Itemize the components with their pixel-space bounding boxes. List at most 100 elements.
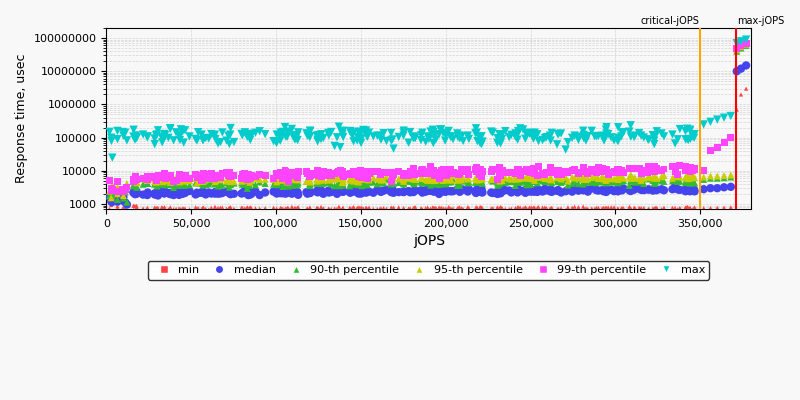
Point <box>421 186 434 192</box>
Point <box>437 180 450 186</box>
Point <box>414 137 427 143</box>
Point <box>380 138 393 144</box>
Point <box>485 189 498 196</box>
Point <box>249 174 262 180</box>
Point <box>523 204 536 211</box>
Point <box>197 182 210 188</box>
Point <box>612 176 625 183</box>
Point <box>704 175 717 182</box>
Point <box>170 189 182 196</box>
Point <box>599 177 612 184</box>
Point <box>554 189 567 196</box>
Point <box>578 176 590 182</box>
Point <box>209 178 222 185</box>
Point <box>559 207 572 213</box>
Point <box>371 132 384 139</box>
Point <box>433 191 446 197</box>
Point <box>270 131 283 138</box>
Point <box>455 178 468 184</box>
Point <box>291 189 304 196</box>
Point <box>438 137 451 144</box>
Point <box>385 188 398 194</box>
Point <box>334 176 346 182</box>
Point <box>347 181 360 188</box>
Point <box>103 129 116 135</box>
Point <box>158 131 170 137</box>
Point <box>520 166 533 172</box>
Point <box>679 174 692 181</box>
Point <box>475 205 488 211</box>
Point <box>454 189 466 195</box>
Point <box>158 190 170 196</box>
Point <box>718 140 730 146</box>
Point <box>173 206 186 212</box>
Point <box>552 131 565 137</box>
Point <box>494 190 507 196</box>
Point <box>274 134 287 141</box>
Point <box>566 180 578 186</box>
Point <box>688 179 701 186</box>
Point <box>274 172 287 179</box>
Point <box>328 205 341 212</box>
Point <box>698 174 710 180</box>
Point <box>427 170 440 176</box>
Point <box>666 163 679 169</box>
Point <box>385 137 398 144</box>
Point <box>520 179 533 185</box>
Point <box>343 204 356 211</box>
Point <box>438 180 451 186</box>
Point <box>408 188 421 194</box>
Point <box>315 172 328 178</box>
Point <box>586 174 598 180</box>
Point <box>130 205 142 212</box>
Point <box>245 172 258 178</box>
Point <box>117 195 130 201</box>
Point <box>718 114 730 121</box>
Point <box>527 177 540 183</box>
Point <box>462 136 475 142</box>
Point <box>360 171 373 178</box>
Point <box>485 177 498 183</box>
Point <box>183 206 196 212</box>
Point <box>628 134 641 140</box>
Point <box>360 127 373 134</box>
Point <box>419 168 432 175</box>
Point <box>199 135 212 141</box>
Point <box>281 205 294 211</box>
Point <box>209 205 222 211</box>
Point <box>424 177 437 183</box>
Point <box>105 185 118 192</box>
Point <box>592 187 605 194</box>
Point <box>352 129 365 135</box>
Point <box>679 205 692 211</box>
Point <box>546 189 558 195</box>
Point <box>658 133 670 140</box>
Point <box>453 132 466 139</box>
Point <box>671 178 684 185</box>
Point <box>199 181 212 188</box>
Point <box>611 138 624 144</box>
Point <box>158 177 171 183</box>
Point <box>462 204 474 210</box>
Point <box>409 204 422 210</box>
Point <box>205 176 218 182</box>
Point <box>633 205 646 211</box>
Point <box>111 198 124 205</box>
Point <box>520 206 533 212</box>
Point <box>392 179 405 186</box>
Point <box>106 181 118 188</box>
Point <box>434 187 446 193</box>
Point <box>588 186 601 192</box>
Point <box>634 132 647 139</box>
Point <box>469 188 482 195</box>
Point <box>374 179 386 186</box>
Point <box>270 182 283 188</box>
Point <box>414 175 427 182</box>
Point <box>471 179 484 185</box>
Point <box>684 126 697 133</box>
Point <box>532 176 545 183</box>
Point <box>274 180 287 186</box>
Point <box>445 170 458 176</box>
Point <box>336 188 349 195</box>
Point <box>129 177 142 184</box>
